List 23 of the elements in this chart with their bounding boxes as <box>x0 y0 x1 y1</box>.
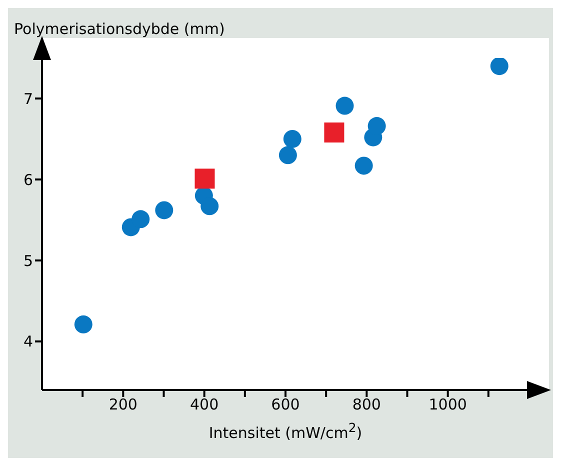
x-tick-label: 200 <box>108 396 138 414</box>
point <box>132 210 150 228</box>
point <box>200 197 219 216</box>
x-tick-label: 600 <box>271 396 300 414</box>
point <box>155 201 174 220</box>
point <box>354 156 373 175</box>
point <box>194 168 215 189</box>
point <box>283 130 302 148</box>
x-tick-label: 400 <box>190 396 219 414</box>
y-tick-label: 6 <box>23 170 33 189</box>
point <box>490 58 508 76</box>
x-tick-label: 800 <box>352 396 381 414</box>
y-tick-label: 5 <box>23 252 33 270</box>
y-axis-title: Polymerisationsdybde (mm) <box>14 20 225 38</box>
point <box>368 117 386 136</box>
point <box>324 122 344 142</box>
x-tick-label: 1000 <box>428 396 467 414</box>
point <box>278 146 297 164</box>
y-tick-label: 7 <box>23 90 33 108</box>
y-tick-label: 4 <box>23 332 33 351</box>
x-axis-title: Intensitet (mW/cm$^{2}$) <box>208 420 364 442</box>
point <box>74 315 92 334</box>
point <box>336 96 354 115</box>
